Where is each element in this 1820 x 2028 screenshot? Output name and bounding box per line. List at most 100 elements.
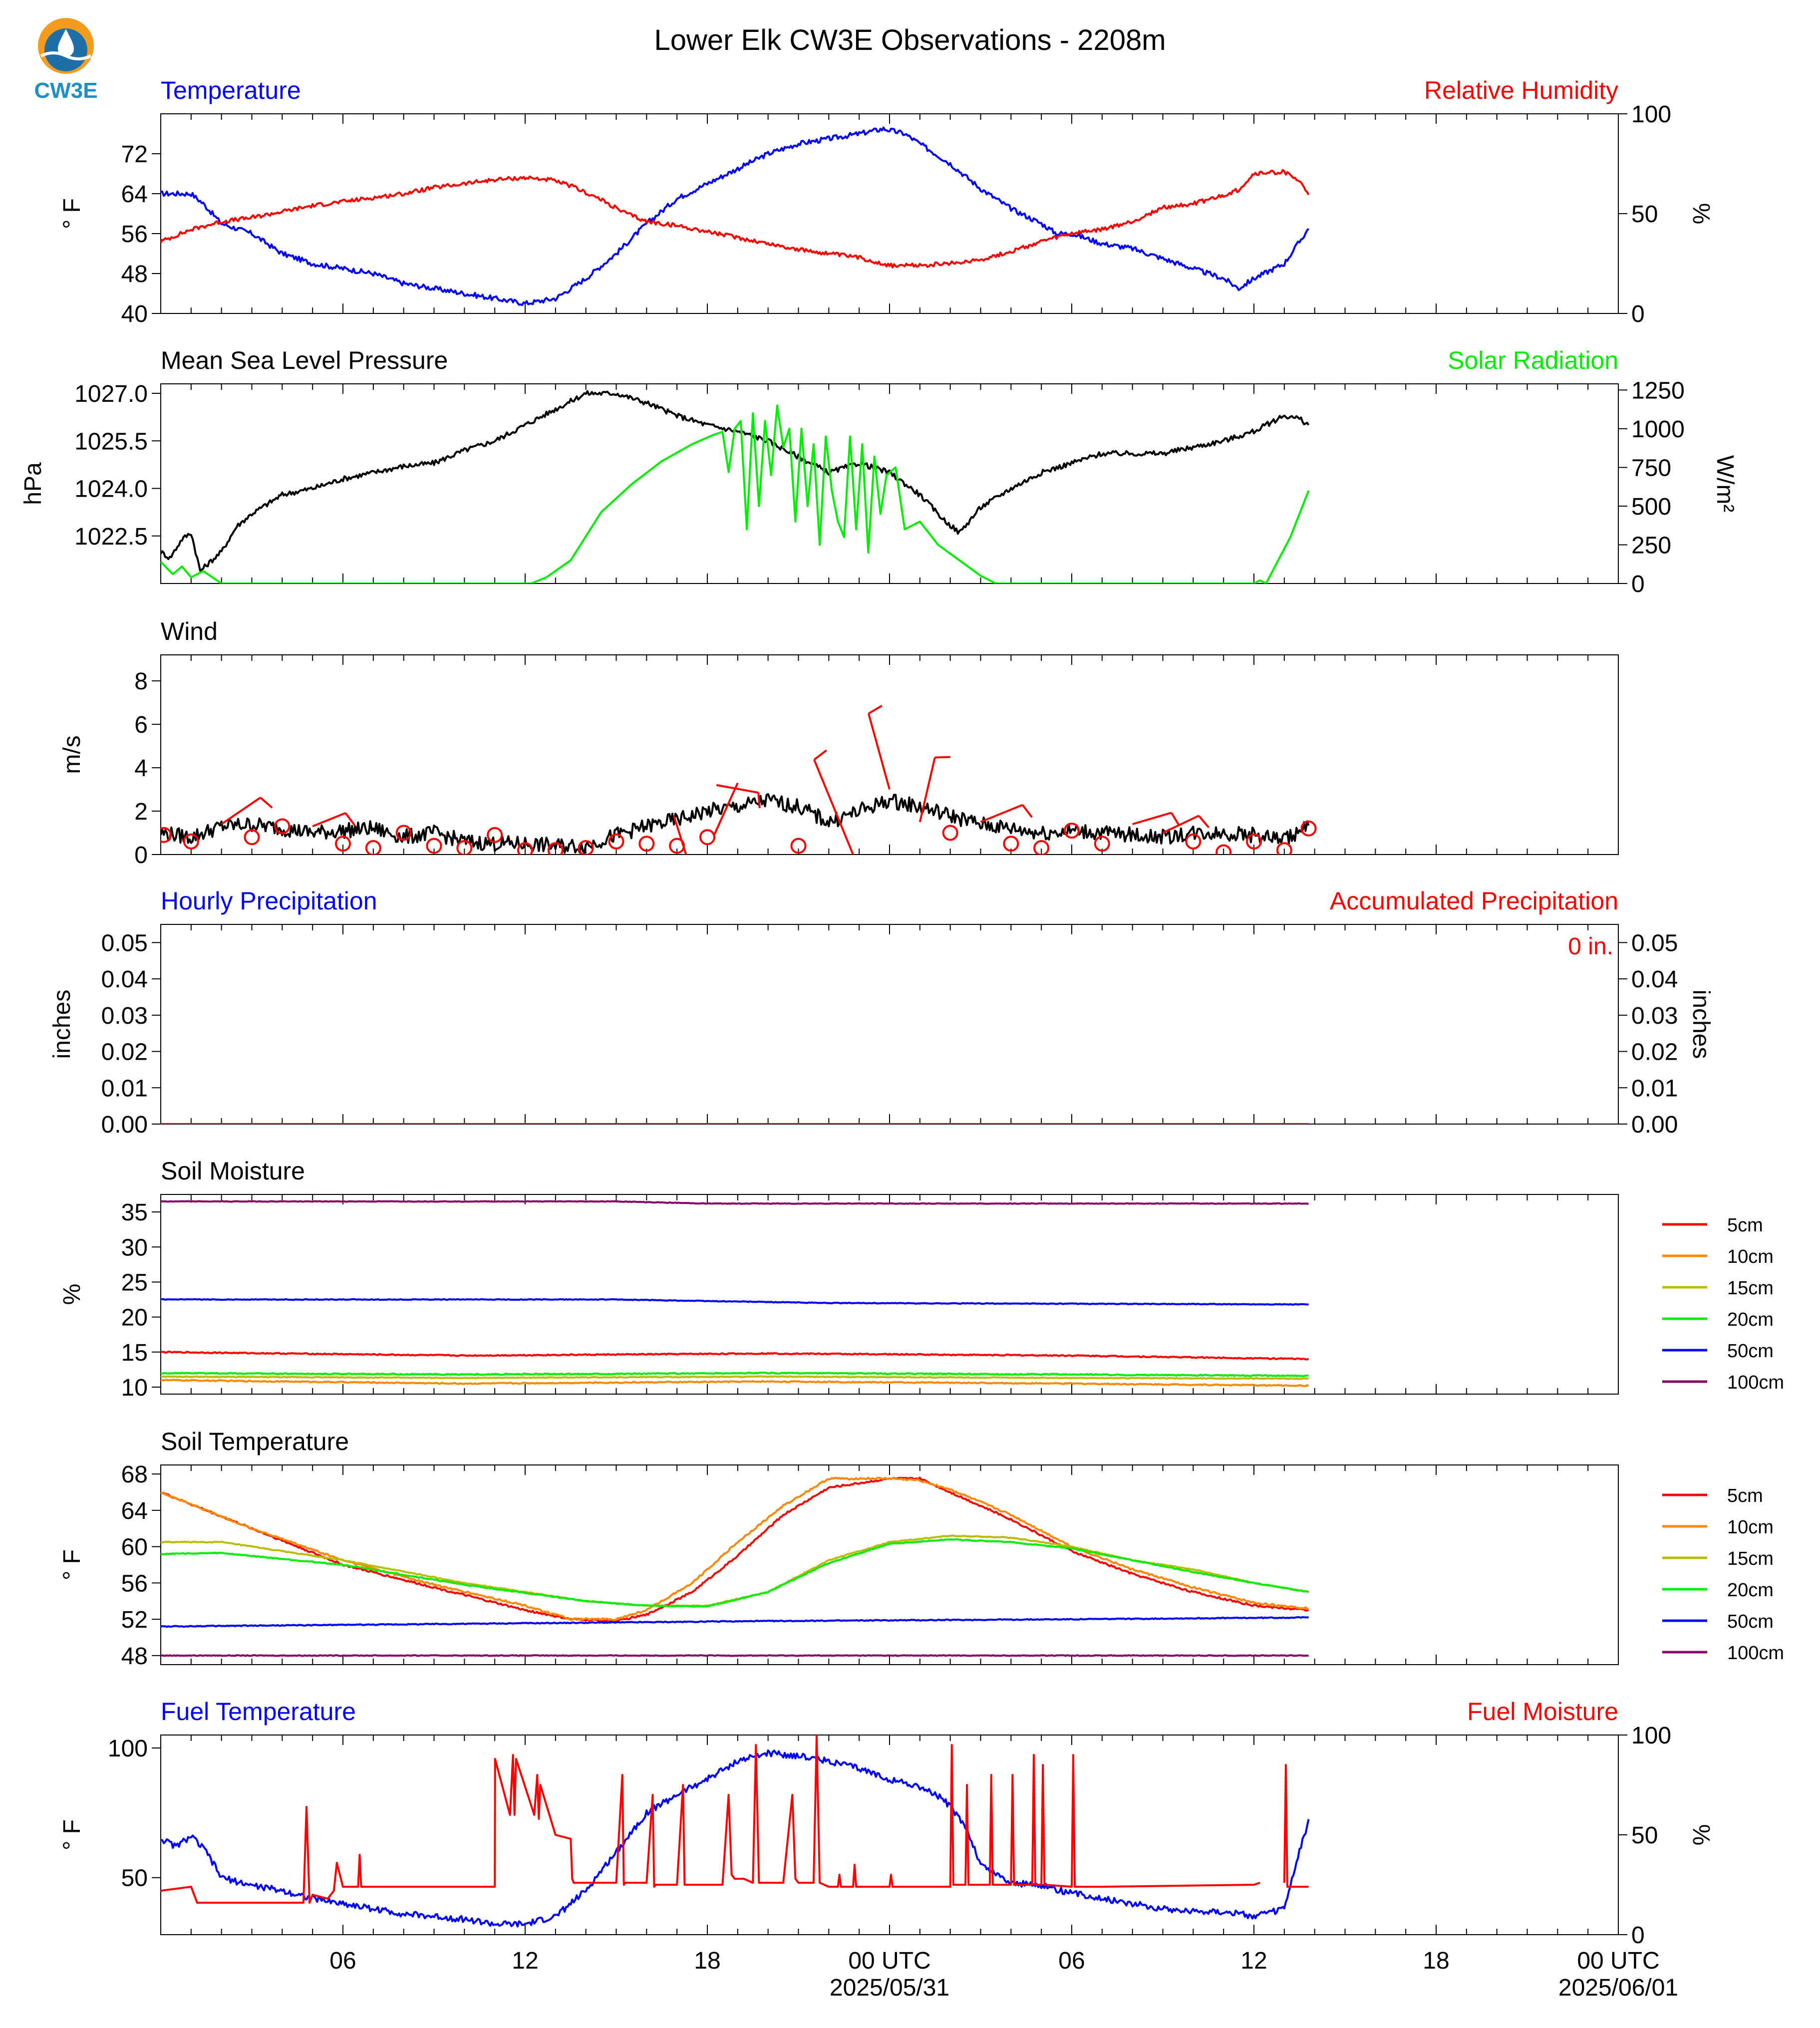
- panel-title-left: Fuel Temperature: [161, 1698, 356, 1726]
- panel-title-right: Accumulated Precipitation: [1330, 887, 1618, 915]
- y-tick-label: 1025.5: [74, 428, 148, 455]
- chart-panel-2: Mean Sea Level Pressure Solar Radiation 10…: [20, 346, 1738, 597]
- y2-tick-label: 0.03: [1631, 1003, 1678, 1029]
- series-line-2: [161, 1735, 1260, 1904]
- y2-tick-label: 50: [1631, 201, 1658, 228]
- y-axis-label: ° F: [59, 1819, 85, 1850]
- chart-panel-6: Soil Temperature 48 52 56 60 64 68 ° F 5cm 10cm 15…: [59, 1428, 1784, 1670]
- wind-barb-calm: [942, 825, 958, 841]
- wind-barb: [221, 797, 261, 825]
- series-line-3: [1283, 1764, 1309, 1888]
- wind-barb: [1132, 812, 1172, 826]
- figure-title: Lower Elk CW3E Observations - 2208m: [654, 24, 1166, 56]
- wind-barb-flag: [813, 749, 827, 761]
- y2-tick-label: 750: [1631, 455, 1671, 481]
- plot-frame: [160, 924, 1619, 1125]
- x-date-label: 2025/05/31: [830, 1975, 949, 2001]
- panel-title-right: Relative Humidity: [1424, 76, 1618, 104]
- x-tick-label: 06: [329, 1948, 356, 1974]
- wind-barb-flag: [757, 792, 761, 809]
- wind-barb: [918, 757, 936, 823]
- series-line-1: [161, 390, 1310, 572]
- series-5cm: [161, 1350, 1309, 1361]
- wind-barb-calm: [638, 836, 655, 852]
- x-tick-label: 00 UTC: [1577, 1948, 1659, 1974]
- series-100cm: [161, 1654, 1309, 1657]
- plot-frame: [160, 1464, 1619, 1665]
- series-line-1: [161, 1749, 1310, 1928]
- y-tick-label: 50: [121, 1865, 148, 1892]
- y2-tick-label: 500: [1631, 494, 1671, 520]
- plot-frame: [160, 113, 1619, 314]
- y-tick-label: 1024.0: [74, 476, 148, 503]
- y-tick-label: 0.04: [101, 966, 148, 993]
- wind-barb-calm: [1033, 840, 1050, 855]
- y2-axis-label: W/m²: [1712, 455, 1738, 513]
- y-tick-label: 10: [121, 1375, 148, 1401]
- wind-barb-flag: [868, 705, 883, 715]
- y-tick-label: 0.02: [101, 1039, 148, 1066]
- panel-title-right: Fuel Moisture: [1467, 1698, 1618, 1726]
- wind-barb: [716, 784, 759, 794]
- wind-barb-calm: [161, 827, 172, 843]
- panel-title-left: Wind: [161, 617, 218, 645]
- y-tick-label: 6: [134, 712, 148, 738]
- logo-wave: [40, 51, 92, 60]
- plot-area: [161, 705, 1317, 855]
- chart-panel-5: Soil Moisture 10 15 20 25 30 35% 5cm 10cm 15cm 20c…: [59, 1157, 1784, 1401]
- plot-area: [161, 1476, 1309, 1657]
- y-tick-label: 56: [121, 221, 148, 248]
- plot-frame: [160, 383, 1619, 584]
- x-tick-label: 18: [694, 1948, 720, 1974]
- wind-barb-calm: [274, 818, 291, 835]
- y-axis-label: %: [59, 1284, 85, 1305]
- y2-tick-label: 0.05: [1631, 930, 1678, 956]
- legend-label: 100cm: [1727, 1372, 1784, 1393]
- y2-tick-label: 1000: [1631, 416, 1685, 443]
- legend-label: 10cm: [1727, 1246, 1774, 1267]
- y-tick-label: 52: [121, 1607, 148, 1633]
- y-axis-label: ° F: [59, 198, 85, 229]
- wind-barb-calm: [1276, 842, 1292, 855]
- series-50cm: [161, 1616, 1309, 1628]
- series-line-1: [161, 793, 1310, 854]
- wind-barb-calm: [1300, 820, 1317, 837]
- wind-barb-calm: [487, 827, 503, 843]
- wind-barb-calm: [395, 825, 412, 841]
- wind-barb-calm: [699, 829, 715, 846]
- wind-barb-calm: [1215, 844, 1232, 855]
- wind-barb-calm: [790, 838, 807, 854]
- wind-barb-calm: [517, 842, 533, 855]
- wind-barb-flag: [1170, 812, 1181, 827]
- y-tick-label: 100: [108, 1736, 148, 1762]
- y-tick-label: 68: [121, 1461, 148, 1488]
- wind-barb: [673, 816, 687, 855]
- y-tick-label: 4: [134, 755, 148, 782]
- wind-barb: [868, 713, 891, 790]
- y-axis-label: inches: [49, 990, 75, 1059]
- wind-barb-flag: [934, 756, 950, 759]
- legend-label: 15cm: [1727, 1278, 1774, 1299]
- chart-panels: Temperature Relative Humidity4048566472° …: [20, 76, 1784, 1949]
- wind-barb-calm: [1094, 836, 1110, 852]
- y-tick-label: 0: [134, 842, 148, 869]
- y2-tick-label: 250: [1631, 532, 1671, 559]
- wind-barb-flag: [1198, 815, 1210, 829]
- wind-barb-flag: [1021, 804, 1033, 818]
- y2-tick-label: 0: [1631, 571, 1645, 597]
- y-tick-label: 56: [121, 1570, 148, 1597]
- panel-title-left: Temperature: [161, 76, 301, 104]
- x-tick-label: 06: [1058, 1948, 1085, 1974]
- x-tick-label: 12: [512, 1948, 538, 1974]
- panel-title-left: Mean Sea Level Pressure: [161, 346, 448, 374]
- y2-axis-label: inches: [1688, 990, 1714, 1059]
- wind-barb-calm: [578, 840, 594, 855]
- panel-title-right: Solar Radiation: [1448, 346, 1618, 374]
- y-tick-label: 0.05: [101, 930, 148, 956]
- wind-barb: [312, 812, 346, 828]
- wind-barb-calm: [426, 838, 442, 854]
- y-axis-label: hPa: [20, 462, 46, 505]
- series-10cm: [161, 1379, 1309, 1388]
